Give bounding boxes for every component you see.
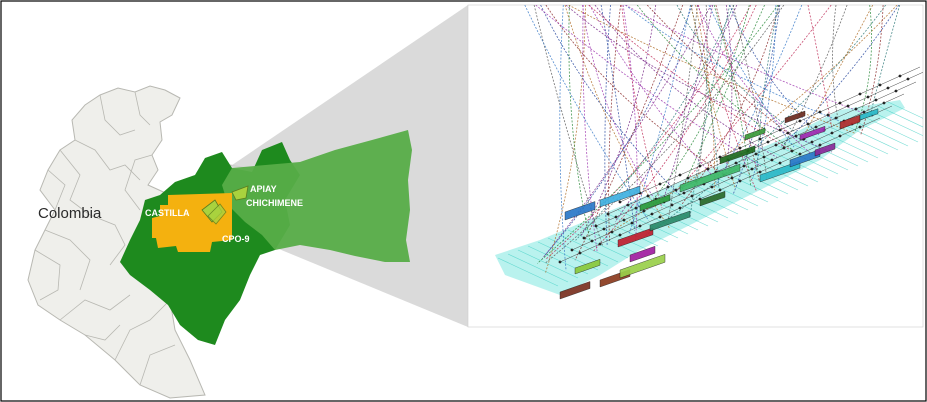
reservoir-block bbox=[599, 185, 641, 208]
reservoir-block bbox=[617, 227, 654, 248]
reservoir-block bbox=[799, 125, 826, 141]
reservoir-block bbox=[719, 145, 756, 165]
reservoir-3d-model bbox=[467, 4, 924, 328]
reservoir-block bbox=[574, 258, 601, 275]
field-label-cpo9: CPO-9 bbox=[222, 234, 250, 244]
reservoir-block bbox=[679, 163, 741, 193]
lime-fields bbox=[201, 185, 249, 225]
reservoir-hatch bbox=[497, 101, 923, 287]
country-label: Colombia bbox=[38, 205, 102, 222]
well-trajectories bbox=[524, 5, 901, 273]
reservoir-block bbox=[839, 114, 861, 130]
reservoir-blocks bbox=[559, 108, 879, 300]
field-label-castilla: CASTILLA bbox=[145, 208, 190, 218]
reservoir-block bbox=[814, 142, 836, 157]
meta-region-light-green bbox=[222, 130, 412, 262]
reservoir-block bbox=[649, 210, 691, 232]
reservoir-block bbox=[629, 245, 656, 263]
reservoir-block bbox=[619, 253, 666, 279]
reservoir-block bbox=[744, 127, 766, 141]
reservoir-block bbox=[789, 149, 821, 168]
reservoir-block bbox=[699, 190, 726, 207]
reservoir-block bbox=[639, 194, 671, 212]
reservoir-block bbox=[564, 201, 596, 221]
field-label-apiay: APIAY bbox=[250, 184, 277, 194]
department-borders bbox=[34, 91, 176, 386]
reservoir-block bbox=[859, 108, 879, 121]
reservoir-block bbox=[559, 281, 591, 300]
reservoir-block bbox=[784, 110, 806, 124]
field-label-chichimene: CHICHIMENE bbox=[246, 198, 303, 208]
